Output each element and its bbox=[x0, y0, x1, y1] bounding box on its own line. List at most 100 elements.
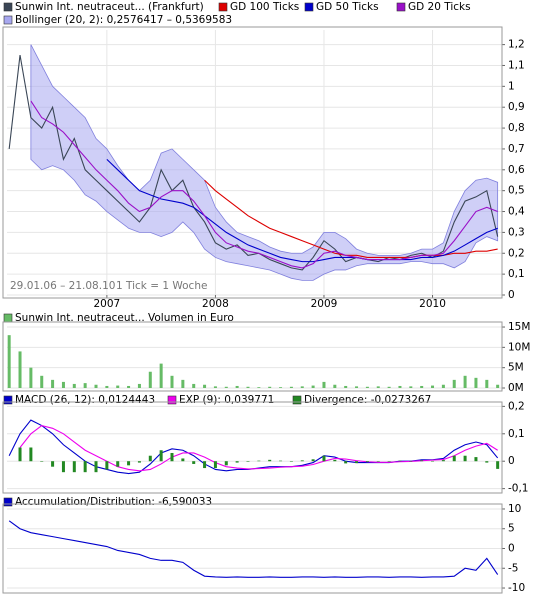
bar bbox=[181, 379, 185, 388]
bar bbox=[40, 375, 44, 388]
bar bbox=[344, 461, 348, 464]
bar bbox=[257, 460, 261, 462]
bar bbox=[224, 386, 228, 388]
x-tick-label: 2008 bbox=[202, 298, 229, 310]
legend-label: Sunwin Int. neutraceut... (Frankfurt) bbox=[15, 1, 204, 13]
plot-frame bbox=[2, 321, 503, 392]
bar bbox=[224, 461, 228, 466]
bar bbox=[116, 461, 120, 467]
bar bbox=[431, 385, 435, 388]
series-line bbox=[8, 54, 499, 271]
bar bbox=[420, 385, 424, 388]
bar bbox=[300, 386, 304, 388]
bar bbox=[83, 461, 87, 473]
bar bbox=[257, 387, 261, 388]
bar bbox=[127, 385, 131, 388]
bar bbox=[452, 455, 456, 462]
y-tick-label: 10M bbox=[508, 341, 530, 353]
bar bbox=[496, 384, 500, 388]
y-tick-label: -10 bbox=[508, 582, 525, 594]
series-line bbox=[19, 424, 498, 472]
y-tick-label: 0,1 bbox=[508, 428, 525, 440]
bar bbox=[18, 447, 22, 462]
bar bbox=[409, 386, 413, 388]
legend-swatch bbox=[3, 313, 13, 323]
bar bbox=[311, 459, 315, 462]
legend-label: GD 50 Ticks bbox=[316, 1, 379, 13]
bar bbox=[148, 371, 152, 388]
y-tick-label: 0,2 bbox=[508, 400, 525, 412]
y-tick-label: 0,2 bbox=[508, 247, 525, 259]
x-tick-label: 2009 bbox=[311, 298, 338, 310]
bar bbox=[40, 461, 44, 462]
series-line bbox=[8, 419, 499, 475]
bar bbox=[322, 381, 326, 388]
bar bbox=[322, 455, 326, 462]
bar bbox=[355, 386, 359, 388]
bar bbox=[116, 385, 120, 388]
bar bbox=[192, 461, 196, 464]
bar bbox=[420, 460, 424, 462]
bar bbox=[213, 386, 217, 388]
legend-swatch bbox=[167, 395, 177, 405]
bar bbox=[268, 459, 272, 462]
bar bbox=[344, 385, 348, 388]
y-tick-label: 0,1 bbox=[508, 268, 525, 280]
bar bbox=[311, 385, 315, 388]
bar bbox=[376, 461, 380, 462]
bar bbox=[29, 367, 33, 388]
bar bbox=[203, 461, 207, 469]
y-tick-label: 0,3 bbox=[508, 226, 525, 238]
legend-label: GD 100 Ticks bbox=[230, 1, 299, 13]
y-tick-label: 0,6 bbox=[508, 164, 525, 176]
y-tick-label: 1,1 bbox=[508, 59, 525, 71]
bar bbox=[496, 461, 500, 469]
bar bbox=[72, 461, 76, 473]
bar bbox=[51, 461, 55, 467]
bar bbox=[235, 461, 239, 463]
y-tick-label: 0M bbox=[508, 382, 524, 394]
y-tick-label: 5M bbox=[508, 362, 524, 374]
bar bbox=[192, 383, 196, 388]
y-tick-label: 0,5 bbox=[508, 185, 525, 197]
y-tick-label: 0 bbox=[508, 455, 515, 467]
bar bbox=[409, 460, 413, 462]
bar bbox=[159, 363, 163, 388]
bar bbox=[485, 379, 489, 388]
bar bbox=[474, 457, 478, 462]
bar bbox=[246, 386, 250, 388]
bar bbox=[268, 386, 272, 388]
bar bbox=[441, 460, 445, 462]
legend-label: Accumulation/Distribution: -6,590033 bbox=[15, 496, 212, 508]
y-tick-label: 0 bbox=[508, 289, 515, 301]
y-tick-label: 0,4 bbox=[508, 206, 525, 218]
bar bbox=[181, 458, 185, 462]
bar bbox=[485, 461, 489, 463]
bar bbox=[431, 460, 435, 462]
bar bbox=[365, 386, 369, 388]
bar bbox=[105, 385, 109, 388]
series-line bbox=[204, 179, 498, 258]
bar bbox=[387, 461, 391, 462]
bar bbox=[387, 386, 391, 388]
annotation: 1 Tick = 1 Woche bbox=[116, 280, 207, 292]
legend-swatch bbox=[396, 2, 406, 12]
series-line bbox=[30, 100, 498, 269]
y-tick-label: 5 bbox=[508, 523, 515, 535]
y-tick-label: -5 bbox=[508, 562, 518, 574]
bar bbox=[61, 381, 65, 388]
legend-label: Bollinger (20, 2): 0,2576417 – 0,5369583 bbox=[15, 14, 232, 26]
bar bbox=[72, 383, 76, 388]
plot-frame bbox=[2, 26, 503, 299]
y-tick-label: 15M bbox=[508, 321, 530, 333]
bar bbox=[333, 384, 337, 388]
legend-swatch bbox=[218, 2, 228, 12]
bar bbox=[365, 461, 369, 463]
bar bbox=[246, 461, 250, 462]
bar bbox=[94, 461, 98, 473]
bar bbox=[376, 386, 380, 388]
plot-frame bbox=[2, 401, 503, 494]
bar bbox=[300, 460, 304, 462]
bar bbox=[7, 335, 11, 388]
